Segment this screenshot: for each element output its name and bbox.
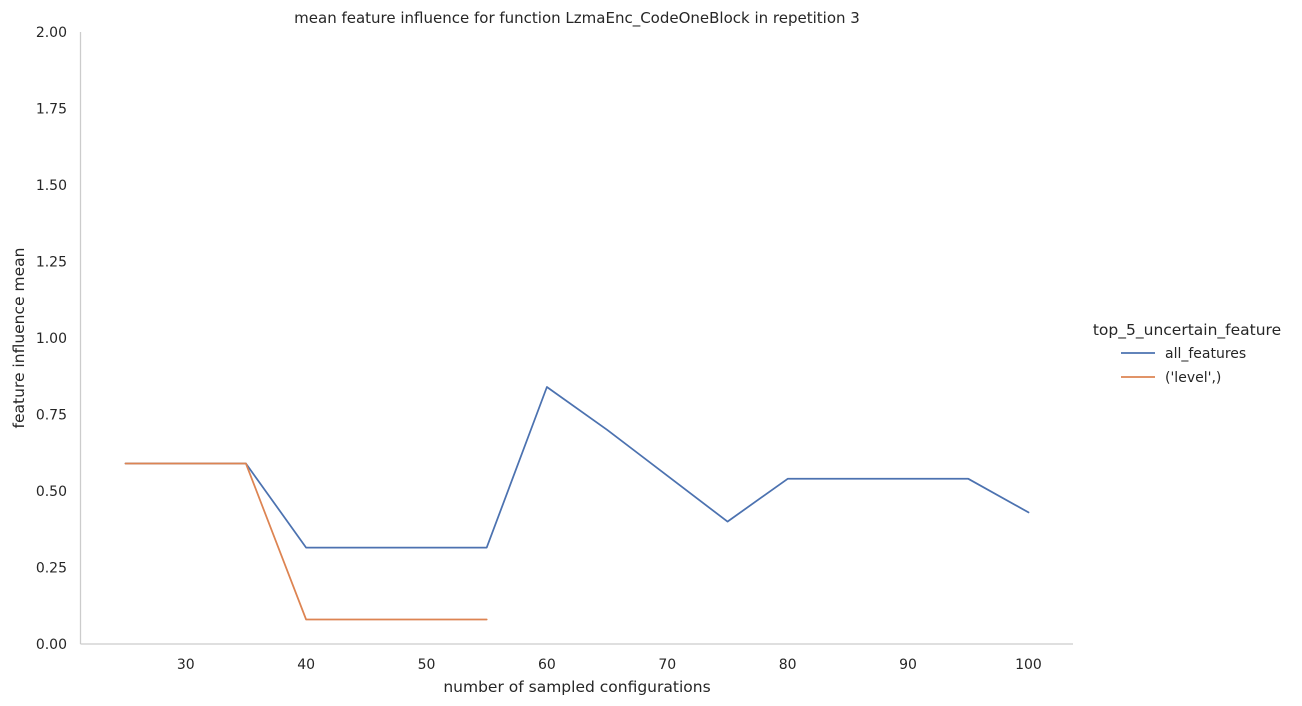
series-line [124,462,488,621]
x-tick-label: 80 [779,657,797,673]
x-axis-ticks: 30 40 50 60 70 80 90 100 [177,657,1042,673]
x-tick-label: 30 [177,657,195,673]
y-tick-label: 0.25 [36,561,67,577]
y-axis-ticks: 0.00 0.25 0.50 0.75 1.00 1.25 1.50 1.75 2.00 [36,25,67,653]
y-tick-label: 2.00 [36,25,67,41]
y-tick-label: 1.50 [36,178,67,194]
y-tick-label: 0.50 [36,484,67,500]
y-tick-label: 0.75 [36,408,67,424]
y-tick-label: 1.00 [36,331,67,347]
legend-title: top_5_uncertain_feature [1093,321,1281,340]
y-axis-label: feature influence mean [10,248,28,429]
x-tick-label: 60 [538,657,556,673]
chart-title: mean feature influence for function Lzma… [294,9,860,28]
x-tick-label: 90 [899,657,917,673]
series-line [124,386,1030,549]
series-lines [124,386,1030,621]
legend-label: all_features [1165,346,1246,362]
legend-label: ('level',) [1165,370,1221,386]
x-tick-label: 50 [418,657,436,673]
legend: top_5_uncertain_feature all_features ('le… [1093,321,1281,386]
x-tick-label: 70 [658,657,676,673]
y-tick-label: 1.25 [36,255,67,271]
x-tick-label: 100 [1015,657,1042,673]
x-axis-label: number of sampled configurations [443,678,710,696]
y-tick-label: 1.75 [36,102,67,118]
legend-items: all_features ('level',) [1121,346,1246,386]
y-tick-label: 0.00 [36,637,67,653]
x-tick-label: 40 [297,657,315,673]
